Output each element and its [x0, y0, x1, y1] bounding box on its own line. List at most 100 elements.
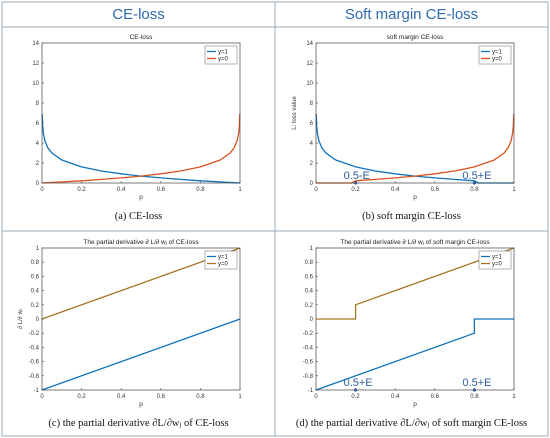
legend-label: y=0 — [218, 57, 229, 63]
y-tick-label: 8 — [36, 101, 40, 107]
plot-border — [41, 247, 241, 391]
y-tick-label: 0.2 — [305, 303, 314, 309]
y-tick-label: 0 — [36, 181, 40, 187]
y-tick-label: 10 — [306, 81, 313, 87]
y-tick-label: 8 — [310, 101, 314, 107]
x-tick-label: 0.8 — [470, 394, 479, 400]
y-tick-label: -0.8 — [29, 374, 40, 380]
x-tick-label: 0.8 — [470, 187, 479, 193]
legend-label: y=0 — [218, 262, 229, 268]
series-line-y0 — [41, 113, 241, 184]
chart-title: The partial derivative ∂ L/∂ wⱼ of soft … — [340, 239, 490, 246]
caption-d: (d) the partial derivative ∂L/∂wⱼ of sof… — [295, 418, 528, 429]
annotation-marker — [472, 181, 476, 185]
caption-a: (a) CE-loss — [114, 211, 163, 222]
x-tick-label: 1 — [238, 187, 242, 193]
annotation-label: 0.5+E — [462, 170, 491, 182]
x-tick-label: 0.6 — [431, 187, 440, 193]
y-tick-label: -0.2 — [29, 331, 40, 337]
x-tick-label: 0.2 — [77, 187, 86, 193]
y-tick-label: 0.2 — [31, 303, 40, 309]
x-tick-label: 0 — [40, 187, 44, 193]
series-line-y1 — [315, 113, 514, 184]
x-axis-label: p — [413, 401, 417, 408]
y-axis-label: ∂ L/∂ wⱼ — [17, 309, 24, 329]
caption-c: (c) the partial derivative ∂L/∂wⱼ of CE-… — [48, 418, 229, 429]
series-line-y0 — [316, 247, 515, 320]
y-tick-label: 2 — [310, 161, 314, 167]
x-tick-label: 1 — [512, 394, 516, 400]
y-tick-label: 14 — [32, 41, 39, 47]
y-tick-label: 12 — [32, 61, 39, 67]
y-tick-label: 0 — [36, 317, 40, 323]
y-tick-label: -0.2 — [303, 331, 314, 337]
legend-box — [478, 45, 512, 65]
plot-area — [42, 248, 240, 390]
plot-border — [41, 42, 241, 184]
y-axis-label: L: loss value — [292, 96, 298, 130]
x-tick-label: 0 — [314, 187, 318, 193]
series-line-y1 — [41, 318, 241, 391]
chart-title: CE-loss — [130, 34, 154, 41]
legend-label: y=0 — [492, 262, 503, 268]
y-tick-label: 0 — [310, 317, 314, 323]
y-tick-label: -0.6 — [303, 360, 314, 366]
y-tick-label: -1 — [34, 388, 40, 394]
y-tick-label: 14 — [306, 41, 313, 47]
y-tick-label: 1 — [36, 246, 40, 252]
y-tick-label: 0.8 — [31, 260, 40, 266]
chart-title: The partial derivative ∂ L/∂ wⱼ of CE-lo… — [83, 239, 199, 246]
x-tick-label: 0 — [40, 394, 44, 400]
y-tick-label: -1 — [308, 388, 314, 394]
legend-label: y=1 — [492, 255, 503, 261]
y-tick-label: 0.4 — [31, 289, 40, 295]
y-tick-label: 0.6 — [305, 274, 314, 280]
legend-label: y=1 — [218, 255, 229, 261]
y-tick-label: 4 — [36, 141, 40, 147]
x-tick-label: 1 — [512, 187, 516, 193]
x-tick-label: 0.4 — [117, 394, 126, 400]
x-tick-label: 0.4 — [391, 187, 400, 193]
x-tick-label: 0.2 — [77, 394, 86, 400]
x-tick-label: 0.6 — [157, 187, 166, 193]
x-tick-label: 0.2 — [351, 394, 360, 400]
y-tick-label: -0.4 — [303, 345, 314, 351]
y-tick-label: 4 — [310, 141, 314, 147]
annotation-marker — [354, 388, 358, 392]
annotation-label: 0.5+E — [344, 377, 373, 389]
series-line-y1 — [41, 113, 241, 184]
chart-ce-loss-derivative: The partial derivative ∂ L/∂ wⱼ of CE-lo… — [17, 239, 242, 408]
x-axis-label: p — [139, 401, 143, 408]
x-tick-label: 0.4 — [391, 394, 400, 400]
legend-label: y=0 — [492, 57, 503, 63]
legend-box — [204, 250, 238, 270]
legend-box — [478, 250, 512, 270]
y-tick-label: 2 — [36, 161, 40, 167]
y-tick-label: 0 — [310, 181, 314, 187]
y-tick-label: 10 — [32, 81, 39, 87]
chart-title: soft margin CE-loss — [387, 34, 444, 41]
y-tick-label: -0.4 — [29, 345, 40, 351]
annotation-marker — [354, 181, 358, 185]
x-axis-label: p — [413, 194, 417, 201]
x-tick-label: 0.6 — [431, 394, 440, 400]
x-tick-label: 0.8 — [196, 394, 205, 400]
plot-border — [315, 247, 515, 391]
plot-border — [315, 42, 515, 184]
series-line-y0 — [316, 113, 515, 184]
x-tick-label: 0.4 — [117, 187, 126, 193]
x-tick-label: 0 — [314, 394, 318, 400]
x-tick-label: 0.8 — [196, 187, 205, 193]
y-tick-label: 6 — [310, 121, 314, 127]
y-tick-label: -0.8 — [303, 374, 314, 380]
y-tick-label: 0.8 — [305, 260, 314, 266]
legend-label: y=1 — [492, 50, 503, 56]
y-tick-label: 0.4 — [305, 289, 314, 295]
x-tick-label: 1 — [238, 394, 242, 400]
x-tick-label: 0.2 — [351, 187, 360, 193]
plot-area — [42, 43, 240, 183]
y-tick-label: 1 — [310, 246, 314, 252]
